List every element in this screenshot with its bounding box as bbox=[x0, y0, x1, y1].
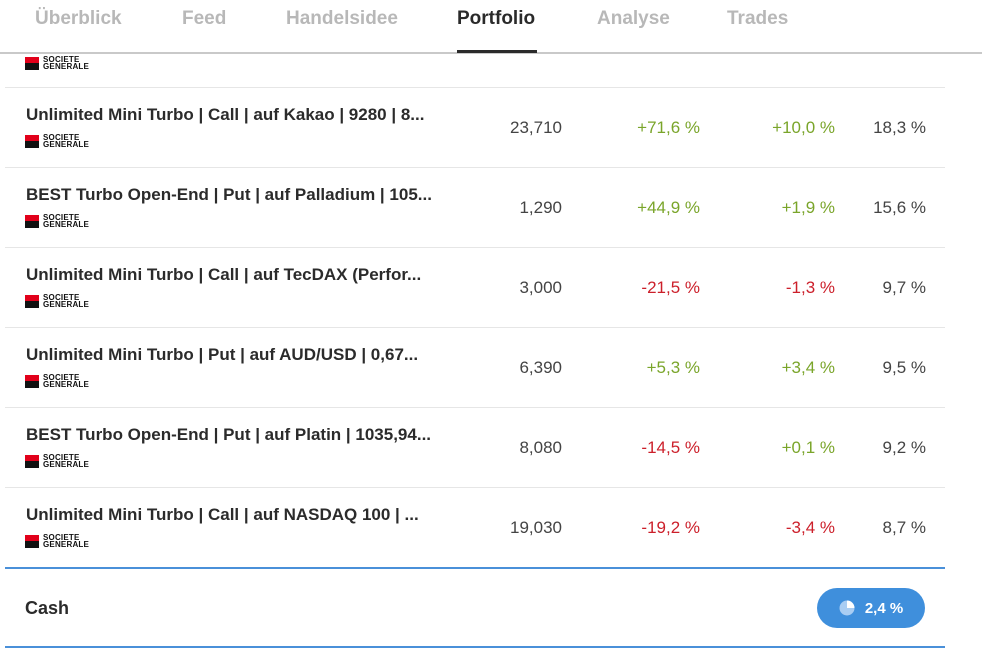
position-name[interactable]: Unlimited Mini Turbo | Put | auf AUD/USD… bbox=[26, 345, 419, 364]
position-row[interactable]: Unlimited Mini Turbo | Call | auf NASDAQ… bbox=[5, 488, 945, 567]
issuer-logo-line1: SOCIETE bbox=[43, 453, 80, 462]
position-name[interactable]: BEST Turbo Open-End | Put | auf Palladiu… bbox=[26, 185, 432, 204]
position-performance-day: +10,0 % bbox=[772, 118, 835, 137]
cash-weight-value: 2,4 % bbox=[864, 599, 904, 617]
row-divider bbox=[5, 87, 945, 88]
position-name[interactable]: BEST Turbo Open-End | Put | auf Platin |… bbox=[26, 425, 432, 444]
position-price: 1,290 bbox=[519, 198, 562, 217]
position-performance-day: -1,3 % bbox=[785, 278, 835, 297]
position-row[interactable]: BEST Turbo Open-End | Put | auf Platin |… bbox=[5, 408, 945, 488]
position-performance-day: -3,4 % bbox=[785, 518, 835, 537]
issuer-logo-line2: GENERALE bbox=[43, 540, 90, 549]
pie-chart-icon bbox=[839, 600, 855, 616]
position-performance-total: +5,3 % bbox=[646, 358, 700, 377]
position-name[interactable]: Unlimited Mini Turbo | Call | auf NASDAQ… bbox=[26, 505, 419, 524]
position-name[interactable]: Unlimited Mini Turbo | Call | auf TecDAX… bbox=[26, 265, 422, 284]
position-weight: 9,7 % bbox=[882, 278, 926, 297]
tab-handelsidee[interactable]: Handelsidee bbox=[286, 8, 398, 29]
issuer-logo: SOCIETE GENERALE bbox=[25, 133, 90, 149]
position-row[interactable]: Unlimited Mini Turbo | Call | auf TecDAX… bbox=[5, 248, 945, 328]
tab-portfolio[interactable]: Portfolio bbox=[457, 8, 536, 29]
position-performance-total: +71,6 % bbox=[637, 118, 700, 137]
issuer-logo-line2: GENERALE bbox=[43, 140, 90, 149]
issuer-logo-line1: SOCIETE bbox=[43, 213, 80, 222]
cash-divider-top bbox=[5, 567, 945, 569]
position-weight: 18,3 % bbox=[873, 118, 926, 137]
issuer-logo-line2: GENERALE bbox=[43, 460, 90, 469]
position-weight: 9,2 % bbox=[882, 438, 926, 457]
position-performance-total: -21,5 % bbox=[641, 278, 700, 297]
position-price: 6,390 bbox=[519, 358, 562, 377]
position-weight: 15,6 % bbox=[873, 198, 926, 217]
position-price: 23,710 bbox=[510, 118, 562, 137]
issuer-logo-line2: GENERALE bbox=[43, 62, 90, 71]
tab-trades[interactable]: Trades bbox=[727, 8, 789, 29]
positions-list: Unlimited Mini Turbo | Call | auf Kakao … bbox=[5, 88, 945, 567]
societe-generale-flag-icon bbox=[25, 214, 39, 228]
position-price: 19,030 bbox=[510, 518, 562, 537]
issuer-logo-line2: GENERALE bbox=[43, 380, 90, 389]
tab-feed[interactable]: Feed bbox=[182, 8, 227, 29]
societe-generale-flag-icon bbox=[25, 534, 39, 548]
position-weight: 8,7 % bbox=[882, 518, 926, 537]
societe-generale-flag-icon bbox=[25, 134, 39, 148]
tab-analyse[interactable]: Analyse bbox=[597, 8, 670, 29]
position-performance-total: -19,2 % bbox=[641, 518, 700, 537]
active-tab-indicator bbox=[457, 50, 537, 53]
position-performance-total: +44,9 % bbox=[637, 198, 700, 217]
position-name[interactable]: Unlimited Mini Turbo | Call | auf Kakao … bbox=[26, 105, 425, 124]
societe-generale-flag-icon bbox=[25, 454, 39, 468]
issuer-logo: SOCIETE GENERALE bbox=[25, 213, 90, 229]
position-performance-day: +3,4 % bbox=[781, 358, 835, 377]
issuer-logo-line1: SOCIETE bbox=[43, 55, 80, 64]
issuer-logo: SOCIETE GENERALE bbox=[25, 453, 90, 469]
societe-generale-flag-icon bbox=[25, 56, 39, 70]
issuer-logo-line1: SOCIETE bbox=[43, 293, 80, 302]
issuer-logo: SOCIETE GENERALE bbox=[25, 55, 90, 71]
tab-ueberblick[interactable]: Überblick bbox=[35, 8, 122, 29]
issuer-logo: SOCIETE GENERALE bbox=[25, 533, 90, 549]
position-price: 3,000 bbox=[519, 278, 562, 297]
cash-weight-badge[interactable]: 2,4 % bbox=[817, 588, 925, 628]
position-row[interactable]: BEST Turbo Open-End | Put | auf Palladiu… bbox=[5, 168, 945, 248]
cash-divider-bottom bbox=[5, 646, 945, 648]
position-weight: 9,5 % bbox=[882, 358, 926, 377]
societe-generale-flag-icon bbox=[25, 374, 39, 388]
issuer-logo-line1: SOCIETE bbox=[43, 133, 80, 142]
issuer-logo: SOCIETE GENERALE bbox=[25, 373, 90, 389]
issuer-logo-line2: GENERALE bbox=[43, 220, 90, 229]
position-row[interactable]: Unlimited Mini Turbo | Call | auf Kakao … bbox=[5, 88, 945, 168]
cash-label: Cash bbox=[25, 598, 70, 618]
issuer-logo-line2: GENERALE bbox=[43, 300, 90, 309]
issuer-logo-line1: SOCIETE bbox=[43, 533, 80, 542]
position-performance-day: +1,9 % bbox=[781, 198, 835, 217]
tab-bar: Überblick Feed Handelsidee Portfolio Ana… bbox=[0, 0, 982, 54]
position-price: 8,080 bbox=[519, 438, 562, 457]
societe-generale-flag-icon bbox=[25, 294, 39, 308]
position-performance-day: +0,1 % bbox=[781, 438, 835, 457]
issuer-logo-line1: SOCIETE bbox=[43, 373, 80, 382]
position-row[interactable]: Unlimited Mini Turbo | Put | auf AUD/USD… bbox=[5, 328, 945, 408]
position-performance-total: -14,5 % bbox=[641, 438, 700, 457]
issuer-logo: SOCIETE GENERALE bbox=[25, 293, 90, 309]
